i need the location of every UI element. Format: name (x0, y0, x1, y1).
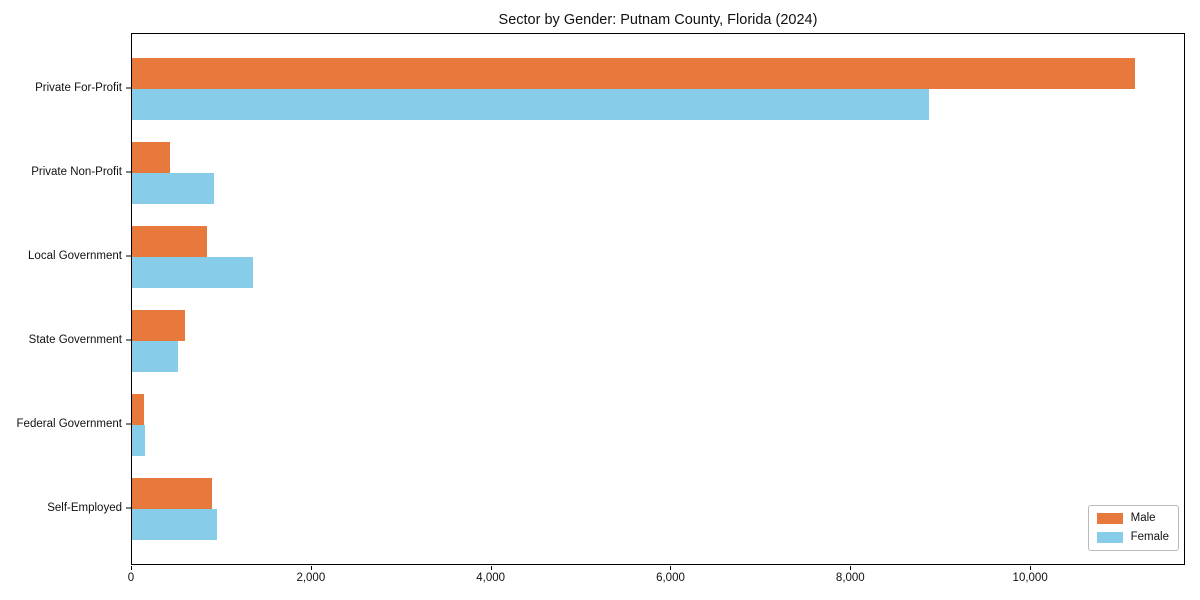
chart-title: Sector by Gender: Putnam County, Florida… (498, 12, 818, 28)
y-tick-mark (126, 255, 131, 257)
x-tick-mark (1030, 566, 1032, 570)
bar-female-self-employed (132, 509, 217, 540)
x-tick-label: 2,000 (296, 572, 326, 584)
y-axis-label: Federal Government (16, 418, 122, 430)
bar-male-federal-government (132, 394, 144, 425)
x-tick-label: 6,000 (656, 572, 685, 584)
bar-female-state-government (132, 341, 178, 372)
x-tick-label: 8,000 (835, 572, 865, 584)
x-tick-label: 0 (127, 572, 135, 584)
x-tick-mark (310, 566, 312, 570)
y-tick-mark (126, 171, 131, 173)
y-tick-mark (126, 423, 131, 425)
legend-item-male: Male (1096, 512, 1169, 525)
legend-label-male: Male (1130, 512, 1156, 524)
y-tick-mark (126, 507, 131, 509)
x-tick-label: 10,000 (1012, 572, 1048, 584)
x-tick-mark (490, 566, 492, 570)
bar-female-local-government (132, 257, 254, 288)
y-axis-label: Self-Employed (47, 502, 122, 514)
y-axis-label: Private For-Profit (35, 82, 122, 94)
y-axis-label: State Government (28, 334, 122, 346)
y-tick-mark (126, 339, 131, 341)
bar-female-private-non-profit (132, 173, 214, 204)
bar-male-private-for-profit (132, 58, 1135, 89)
y-axis-label: Local Government (28, 250, 122, 262)
x-tick-mark (131, 566, 132, 570)
male-swatch (1096, 513, 1123, 525)
x-tick-mark (670, 566, 672, 570)
x-tick-mark (850, 566, 852, 570)
y-tick-mark (126, 87, 131, 89)
bar-female-private-for-profit (132, 89, 929, 120)
bar-male-private-non-profit (132, 142, 170, 173)
bar-male-local-government (132, 226, 207, 257)
bar-male-state-government (132, 310, 186, 341)
x-tick-label: 4,000 (476, 572, 506, 584)
y-axis-label: Private Non-Profit (31, 166, 122, 178)
legend-label-female: Female (1130, 530, 1169, 543)
bar-male-self-employed (132, 478, 213, 509)
plot-area: Male Female (131, 33, 1185, 565)
bar-female-federal-government (132, 425, 146, 456)
legend: Male Female (1087, 505, 1179, 551)
female-swatch (1096, 531, 1123, 543)
legend-item-female: Female (1096, 530, 1169, 544)
